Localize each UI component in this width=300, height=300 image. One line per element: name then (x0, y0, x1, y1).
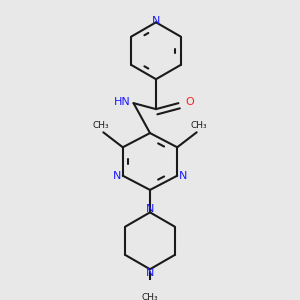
Text: CH₃: CH₃ (93, 121, 109, 130)
Text: N: N (152, 16, 160, 26)
Text: N: N (146, 204, 154, 214)
Text: HN: HN (114, 97, 130, 106)
Text: O: O (185, 97, 194, 106)
Text: N: N (112, 171, 121, 181)
Text: N: N (146, 268, 154, 278)
Text: CH₃: CH₃ (191, 121, 207, 130)
Text: N: N (179, 171, 188, 181)
Text: CH₃: CH₃ (142, 292, 158, 300)
